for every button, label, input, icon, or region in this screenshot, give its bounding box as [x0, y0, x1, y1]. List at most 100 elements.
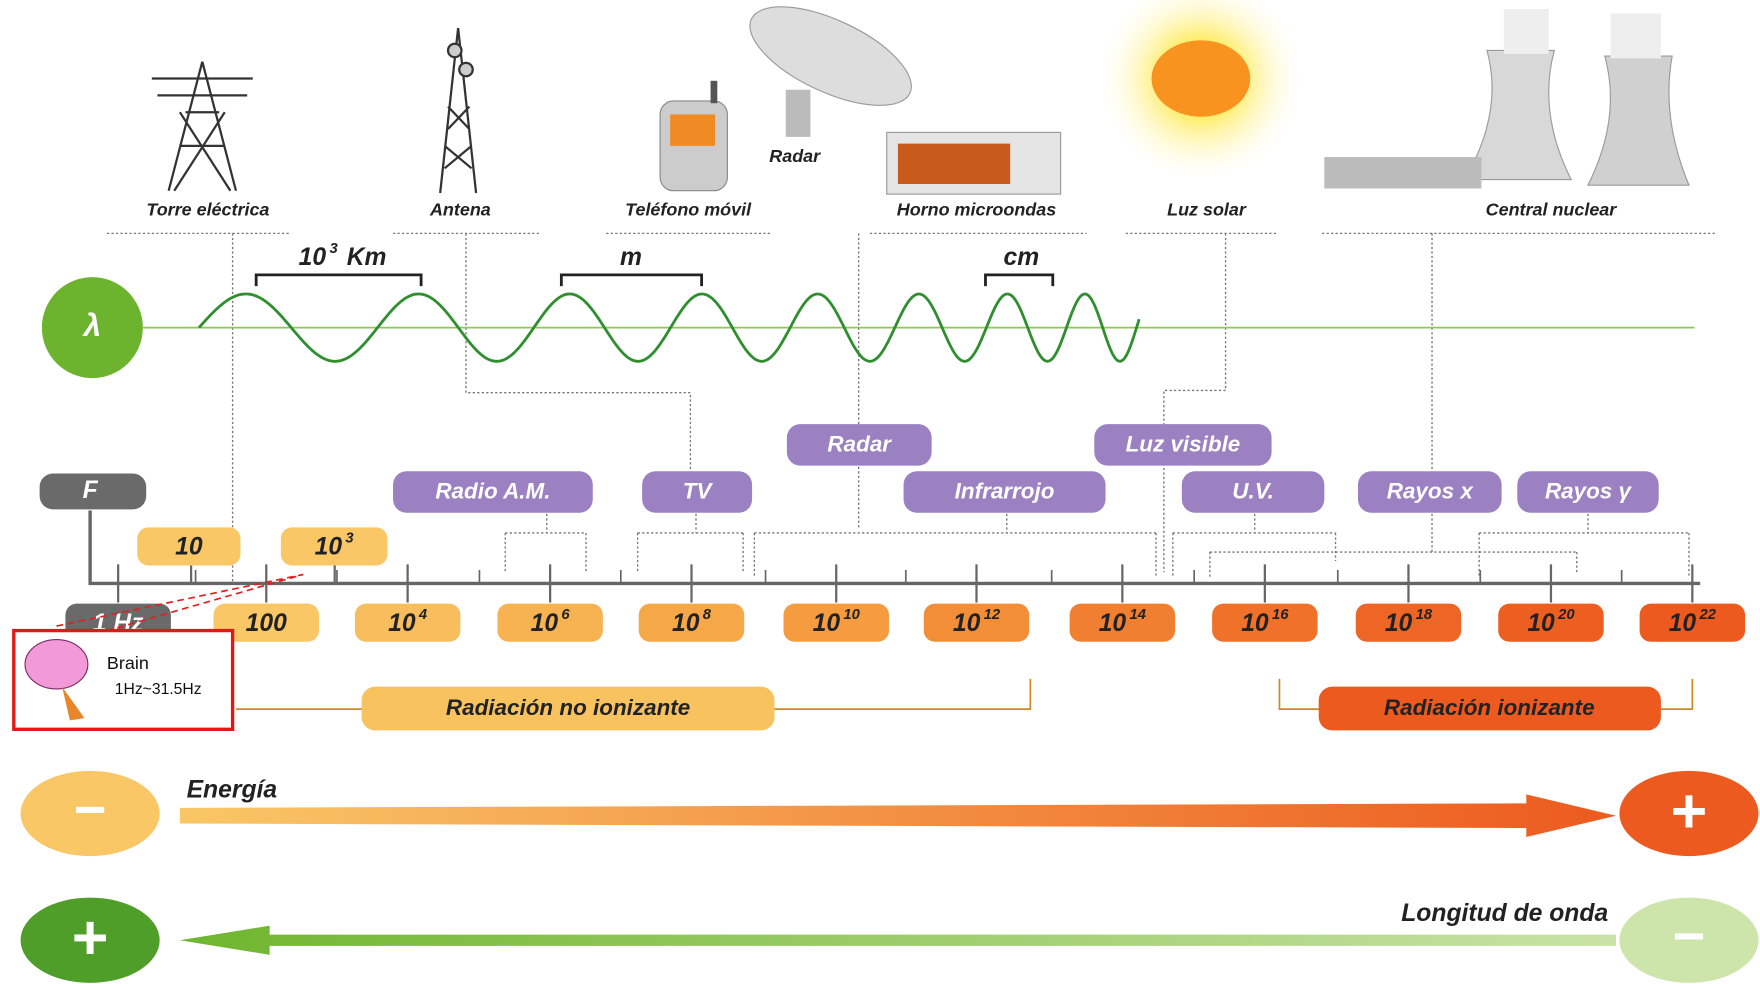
- frequency-label-base: 10: [1241, 609, 1269, 636]
- non-ionizing-label: Radiación no ionizante: [446, 695, 690, 720]
- frequency-label: 10 8: [672, 607, 712, 637]
- generated: Torre eléctrica Antena Teléfono móvil Radar…: [65, 146, 1746, 642]
- band-box: [1094, 424, 1272, 466]
- energy-low: −: [74, 777, 107, 840]
- upper-frequency-label-base: 10: [315, 533, 343, 560]
- energy-high: +: [1671, 776, 1708, 846]
- frequency-label-base: 10: [813, 609, 841, 636]
- frequency-axis: [88, 510, 1701, 586]
- wavelength-label-unit: cm: [1004, 244, 1040, 271]
- band-label: Luz visible: [1126, 431, 1241, 456]
- band-box: [786, 424, 932, 466]
- frequency-label-base: 100: [246, 609, 287, 636]
- antenna-icon: [439, 27, 478, 194]
- upper-frequency-label: 10 3: [315, 530, 355, 560]
- lambda-symbol: λ: [82, 308, 101, 343]
- upper-frequency-label: 10: [175, 533, 203, 560]
- frequency-box: [1639, 603, 1746, 642]
- brain-pointer: [56, 573, 304, 635]
- wavelength-label-base: 10: [299, 244, 327, 271]
- frequency-label: 10 18: [1385, 607, 1433, 637]
- wavelength-brackets: [254, 273, 1055, 287]
- frequency-label-exp: 22: [1699, 607, 1717, 623]
- band-label: Radio A.M.: [435, 478, 550, 503]
- wave: [197, 292, 1141, 363]
- upper-frequency-box: [280, 527, 388, 566]
- wavelength-label-unit: Km: [347, 244, 387, 271]
- f-box: [39, 473, 147, 510]
- energy-label: Energía: [187, 777, 277, 804]
- non-ionizing-box: [361, 686, 775, 731]
- band-box: [1357, 471, 1502, 513]
- dish-icon: [749, 6, 912, 137]
- microwave-icon: [886, 131, 1062, 195]
- frequency-label: 10 6: [531, 607, 571, 637]
- frequency-label: 10 22: [1669, 607, 1717, 637]
- wavelength-label: Longitud de onda: [1401, 900, 1608, 927]
- frequency-label-base: 10: [388, 609, 416, 636]
- wavelength-low: −: [1673, 904, 1706, 967]
- energy-arrow: [20, 770, 1759, 857]
- frequency-label-exp: 18: [1416, 607, 1433, 623]
- frequency-box: [213, 603, 319, 642]
- ionizing-box: [1318, 686, 1661, 731]
- frequency-box: [1355, 603, 1462, 642]
- frequency-label-base: 10: [1669, 609, 1697, 636]
- frequency-label: 10 12: [953, 607, 1001, 637]
- frequency-label-exp: 14: [1130, 607, 1146, 623]
- wavelength-label: cm: [1004, 244, 1040, 271]
- frequency-box: [497, 603, 603, 642]
- band-label: Infrarrojo: [955, 478, 1055, 503]
- upper-frequency-label-exp: 3: [345, 530, 354, 546]
- band-box: [1181, 471, 1325, 513]
- source-label: Teléfono móvil: [625, 200, 752, 220]
- sun-icon: [1094, 0, 1308, 186]
- frequency-label-exp: 8: [703, 607, 712, 623]
- brain-icon: [24, 638, 89, 721]
- frequency-label-base: 10: [531, 609, 559, 636]
- band-label: TV: [683, 478, 714, 503]
- frequency-label-base: 10: [1527, 609, 1555, 636]
- source-label: Radar: [769, 146, 821, 166]
- icons: [151, 0, 1690, 195]
- brain-range: 1Hz~31.5Hz: [115, 681, 202, 698]
- frequency-label-exp: 4: [418, 607, 427, 623]
- wavelength-label: 10 3 Km: [299, 241, 387, 271]
- source-label: Torre eléctrica: [146, 200, 269, 220]
- frequency-label-base: 10: [1385, 609, 1413, 636]
- wavelength-label-unit: m: [620, 244, 642, 271]
- frequency-label-exp: 6: [561, 607, 570, 623]
- frequency-label-exp: 16: [1272, 607, 1289, 623]
- band-box: [393, 471, 593, 513]
- band-box: [642, 471, 753, 513]
- band-label: U.V.: [1232, 478, 1274, 503]
- frequency-label-base: 10: [1099, 609, 1127, 636]
- frequency-symbol: F: [83, 477, 99, 504]
- band-label: Rayos x: [1387, 478, 1475, 503]
- frequency-box: [638, 603, 745, 642]
- frequency-label: 10 16: [1241, 607, 1289, 637]
- frequency-box: [354, 603, 461, 642]
- frequency-label-base: 10: [953, 609, 981, 636]
- frequency-label: 10 14: [1099, 607, 1146, 637]
- lambda-circle: [41, 277, 143, 379]
- upper-frequency-label-base: 10: [175, 533, 203, 560]
- frequency-label: 10 20: [1527, 607, 1575, 637]
- source-label: Antena: [429, 200, 491, 220]
- frequency-label: 10 10: [813, 607, 861, 637]
- connectors: [106, 232, 1715, 584]
- ionizing-label: Radiación ionizante: [1384, 695, 1595, 720]
- frequency-box: [1069, 603, 1176, 642]
- tower-icon: [151, 61, 253, 192]
- upper-frequency-box: [137, 527, 241, 566]
- source-label: Horno microondas: [897, 200, 1056, 220]
- frequency-box: [1212, 603, 1318, 642]
- phone-icon: [659, 80, 728, 192]
- source-label: Central nuclear: [1486, 200, 1618, 220]
- frequency-box: [1498, 603, 1604, 642]
- band-box: [1517, 471, 1659, 513]
- wavelength-high: +: [72, 903, 109, 973]
- band-box: [903, 471, 1106, 513]
- wavelength-label: m: [620, 244, 642, 271]
